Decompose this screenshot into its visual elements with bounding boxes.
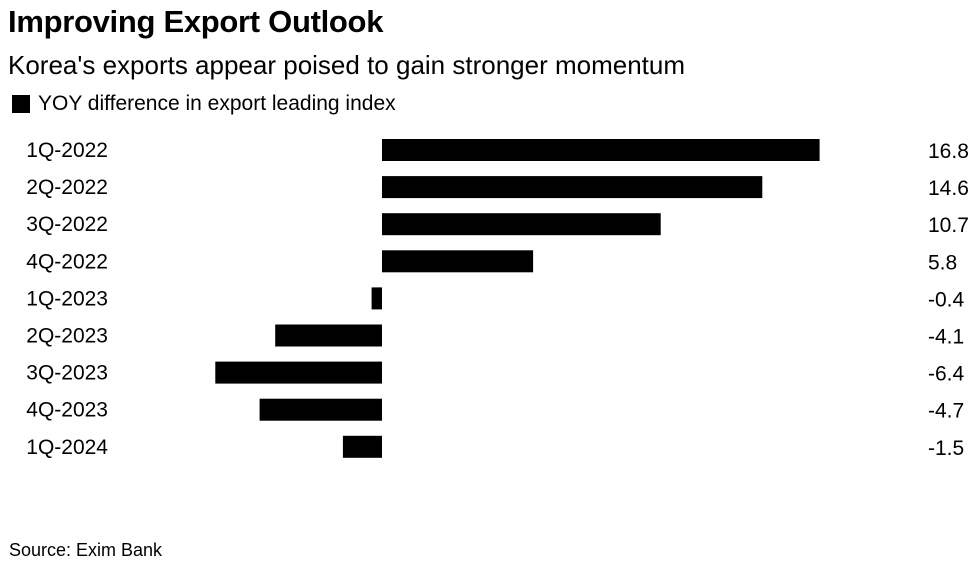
bar (215, 361, 382, 384)
category-label: 1Q-2024 (26, 436, 108, 459)
chart-title: Improving Export Outlook (8, 4, 384, 39)
bar-chart: 1Q-2022 16.8 2Q-2022 14.6 3Q-2022 10.7 4Q-2022… (26, 139, 969, 460)
category-label: 2Q-2023 (26, 325, 108, 348)
value-label: 14.6 (928, 177, 969, 200)
value-label: 16.8 (928, 140, 969, 163)
legend: YOY difference in export leading index (12, 92, 396, 116)
bar (259, 398, 382, 421)
bar (275, 324, 382, 347)
value-label: 5.8 (928, 251, 957, 274)
category-label: 4Q-2023 (26, 399, 108, 422)
category-label: 1Q-2022 (26, 139, 108, 162)
category-label: 3Q-2022 (26, 213, 108, 236)
value-label: -4.1 (928, 326, 964, 349)
bar (382, 139, 820, 161)
legend-label: YOY difference in export leading index (38, 92, 396, 115)
bar (371, 287, 382, 310)
value-label: -4.7 (928, 400, 964, 423)
bar (342, 435, 382, 458)
bar (382, 213, 661, 236)
category-label: 3Q-2023 (26, 362, 108, 385)
chart-subtitle: Korea's exports appear poised to gain st… (8, 50, 686, 80)
category-label: 1Q-2023 (26, 287, 108, 310)
value-label: 10.7 (928, 214, 969, 237)
source-note: Source: Exim Bank (9, 540, 163, 560)
category-label: 4Q-2022 (26, 250, 108, 273)
value-label: -6.4 (928, 363, 965, 386)
bar (382, 176, 763, 199)
legend-swatch (12, 95, 30, 113)
value-label: -0.4 (928, 288, 965, 311)
value-label: -1.5 (928, 437, 964, 460)
category-label: 2Q-2022 (26, 176, 108, 199)
bar (382, 250, 534, 273)
